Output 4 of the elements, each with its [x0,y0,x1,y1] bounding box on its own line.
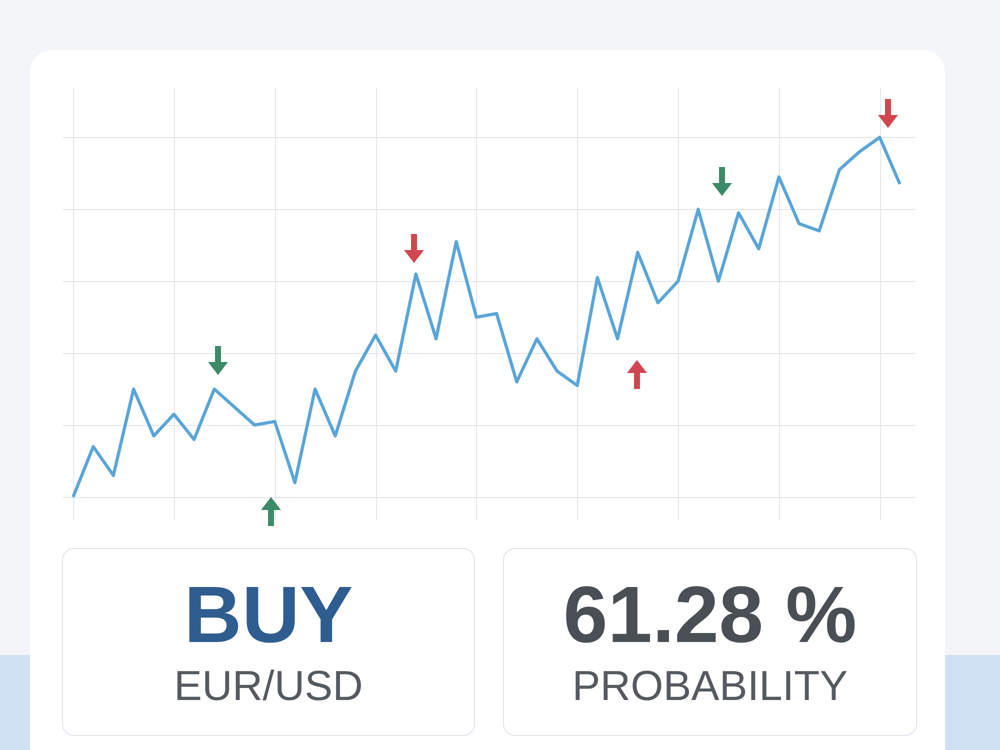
text: BUY [183,570,354,659]
text: EUR/USD [172,662,364,709]
text: 61.28 % [562,570,858,659]
text: PROBABILITY [571,662,849,709]
